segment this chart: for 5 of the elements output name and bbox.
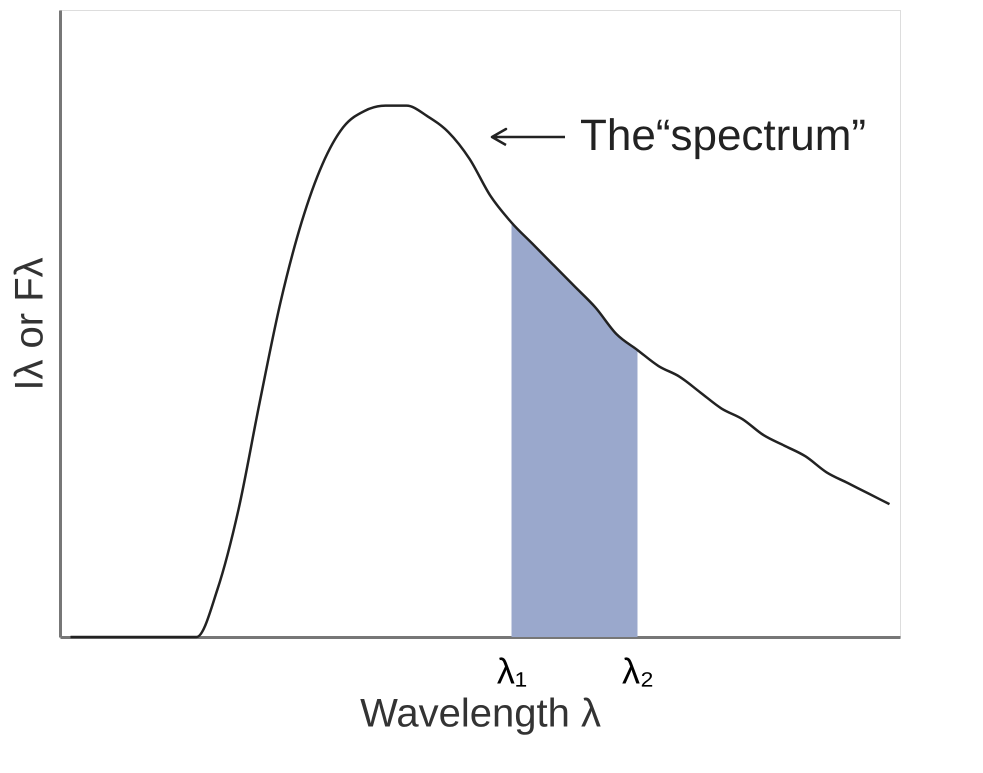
annotation: The“spectrum”	[580, 111, 866, 160]
y-axis-title: Iλ or Fλ	[8, 257, 52, 391]
x-tick-label: λ₂	[622, 650, 654, 692]
x-tick-label: λ₁	[496, 650, 528, 692]
x-axis-title: Wavelength λ	[360, 692, 601, 736]
